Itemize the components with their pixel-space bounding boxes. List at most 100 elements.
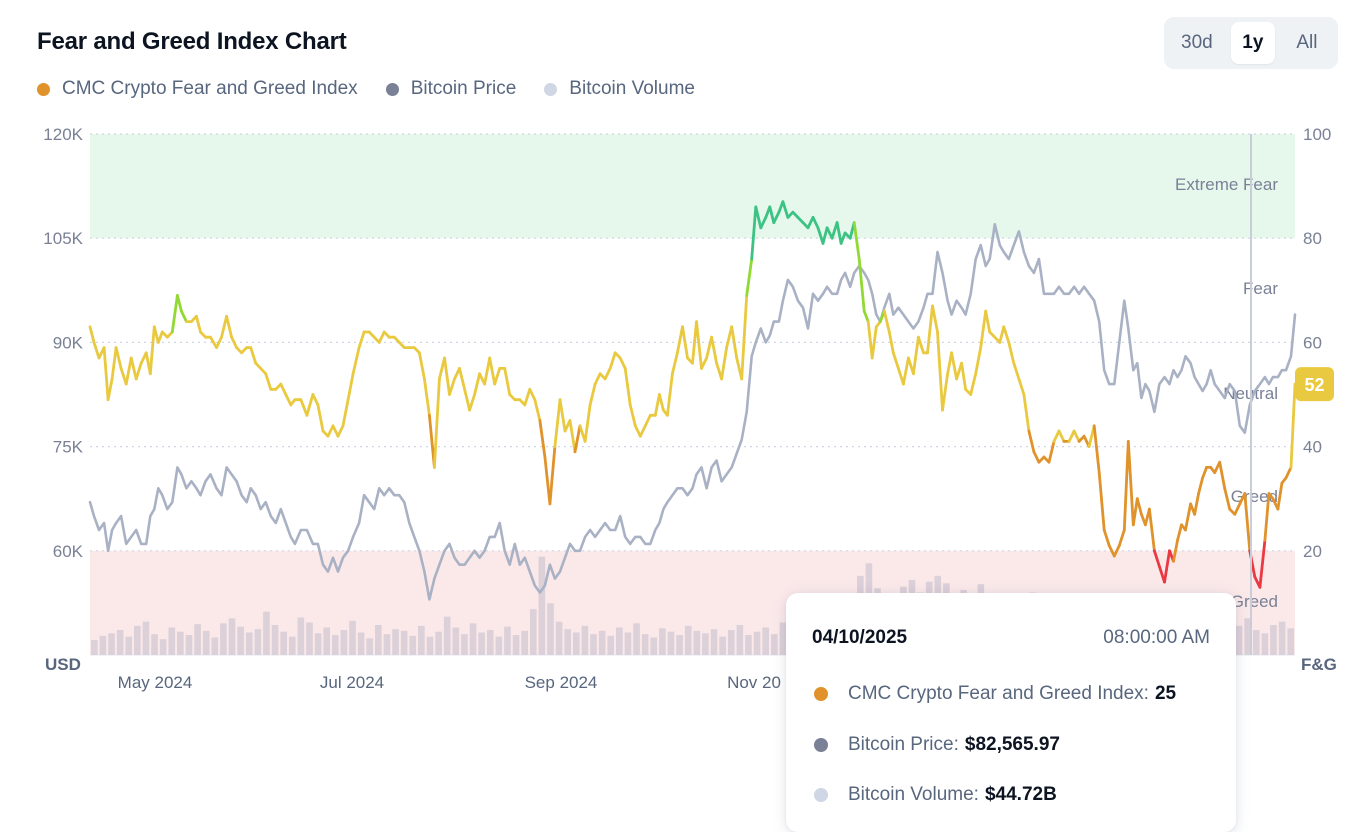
fear-greed-segment — [194, 314, 202, 334]
range-30d-button[interactable]: 30d — [1181, 32, 1213, 53]
volume-bar — [659, 628, 666, 655]
volume-bar — [220, 623, 227, 655]
fear-greed-segment — [1135, 497, 1143, 516]
fear-greed-segment — [768, 205, 776, 225]
fear-greed-segment — [1017, 377, 1026, 396]
fear-greed-segment — [979, 309, 988, 350]
fear-greed-segment — [676, 325, 684, 355]
fear-greed-segment — [882, 309, 891, 334]
fear-greed-segment — [124, 356, 133, 386]
current-value-badge — [1295, 367, 1334, 402]
volume-bar — [125, 636, 133, 655]
volume-bar — [99, 635, 107, 655]
volume-bar — [1252, 630, 1260, 655]
legend-bitcoin-price[interactable]: Bitcoin Price — [385, 78, 516, 100]
bitcoin-price-polyline — [88, 223, 1297, 601]
volume-bar — [538, 556, 546, 655]
tooltip-bitcoin-price-dot — [814, 738, 828, 752]
left-tick-4: 60K — [53, 542, 84, 561]
fear-greed-segment — [443, 356, 451, 396]
fear-greed-segment — [811, 215, 820, 230]
volume-bar — [177, 631, 184, 655]
fear-greed-segment — [1097, 471, 1106, 532]
volume-bar — [288, 636, 296, 655]
volume-bar — [409, 635, 417, 655]
volume-bar — [357, 632, 365, 655]
volume-bar — [727, 630, 735, 655]
x-tick-0: May 2024 — [118, 673, 193, 692]
range-1y-button[interactable]: 1y — [1230, 22, 1275, 64]
volume-bar — [185, 635, 193, 655]
range-all-button[interactable]: All — [1296, 32, 1318, 53]
fear-greed-segment — [608, 351, 617, 370]
volume-bar — [366, 638, 374, 655]
volume-bar — [280, 631, 287, 655]
volume-bar — [340, 630, 348, 655]
volume-bar — [590, 634, 597, 655]
legend-bitcoin-volume[interactable]: Bitcoin Volume — [544, 78, 695, 100]
legend-fear-greed[interactable]: CMC Crypto Fear and Greed Index — [37, 78, 358, 100]
fear-greed-segment — [891, 351, 900, 370]
volume-bar — [254, 629, 262, 655]
fear-greed-segment — [528, 387, 537, 402]
legend-bitcoin-volume-label: Bitcoin Volume — [569, 78, 695, 99]
tooltip-row-bitcoin-price: Bitcoin Price: $82,565.97 — [814, 734, 1060, 756]
zone-label-0: Extreme Fear — [1175, 175, 1278, 194]
chart-title: Fear and Greed Index Chart — [37, 28, 347, 55]
fear-greed-segment — [700, 356, 708, 370]
fear-greed-segment — [1117, 528, 1126, 547]
fear-greed-segment — [432, 377, 441, 469]
volume-bar — [263, 611, 270, 655]
fear-greed-segment — [852, 221, 861, 261]
zone-backgrounds — [90, 134, 1295, 655]
x-tick-2: Sep 2024 — [525, 673, 598, 692]
volume-bar — [555, 621, 563, 655]
fear-greed-segment — [936, 330, 944, 412]
volume-bar — [332, 635, 339, 655]
volume-bar — [202, 630, 210, 655]
fear-greed-segment — [974, 346, 983, 376]
volume-bar — [745, 635, 752, 655]
volume-bar — [1261, 633, 1269, 655]
fear-greed-segment — [750, 205, 758, 261]
volume-bar — [461, 634, 468, 655]
fear-greed-segment — [902, 356, 910, 386]
volume-bar — [108, 633, 115, 655]
fear-greed-segment — [806, 215, 815, 230]
right-tick-3: 40 — [1303, 438, 1322, 457]
fear-greed-segment — [1067, 429, 1076, 443]
fear-greed-segment — [1197, 476, 1204, 495]
right-tick-1: 80 — [1303, 229, 1322, 248]
fear-greed-segment — [1032, 450, 1041, 464]
volume-bar — [770, 634, 778, 655]
volume-bar — [736, 625, 744, 655]
fear-greed-segment — [839, 231, 847, 245]
volume-bar — [375, 625, 382, 655]
volume-bar — [512, 635, 520, 655]
tooltip-row-bitcoin-volume: Bitcoin Volume: $44.72B — [814, 784, 1057, 806]
fear-greed-segment — [781, 200, 790, 219]
fear-greed-segment — [1007, 340, 1016, 365]
volume-bar — [400, 630, 408, 655]
fear-greed-segment — [1184, 502, 1192, 532]
volume-bar — [547, 603, 554, 655]
right-tick-0: 100 — [1303, 125, 1331, 144]
volume-bar — [521, 630, 528, 655]
volume-bar — [159, 639, 167, 655]
fear-greed-segment — [305, 393, 315, 417]
volume-bar — [426, 636, 434, 655]
fear-greed-segment — [658, 393, 665, 412]
volume-bar — [478, 632, 485, 655]
right-axis-unit: F&G — [1301, 655, 1337, 674]
volume-bar — [607, 635, 615, 655]
bitcoin-price-line — [88, 223, 1297, 601]
volume-bar — [762, 627, 769, 655]
right-tick-2: 60 — [1303, 333, 1322, 352]
volume-bar — [504, 626, 511, 655]
volume-bar — [469, 623, 477, 655]
tooltip-row-fear-greed: CMC Crypto Fear and Greed Index: 25 — [814, 683, 1176, 705]
volume-bar — [323, 627, 330, 655]
fear-greed-segment — [695, 320, 703, 370]
volume-bar — [194, 624, 201, 655]
fear-greed-segment — [538, 419, 547, 459]
